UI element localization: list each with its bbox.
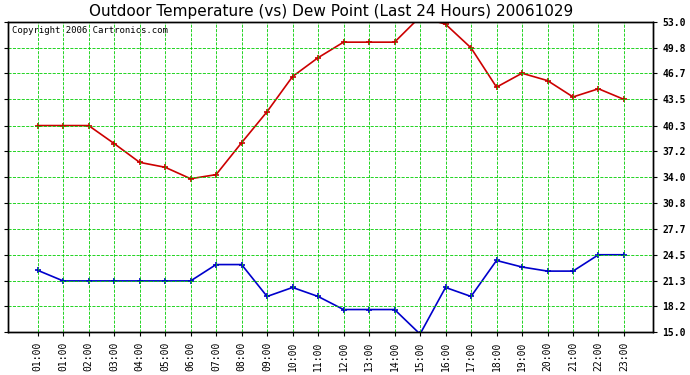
Text: Copyright 2006 Cartronics.com: Copyright 2006 Cartronics.com xyxy=(12,26,168,35)
Title: Outdoor Temperature (vs) Dew Point (Last 24 Hours) 20061029: Outdoor Temperature (vs) Dew Point (Last… xyxy=(89,4,573,19)
